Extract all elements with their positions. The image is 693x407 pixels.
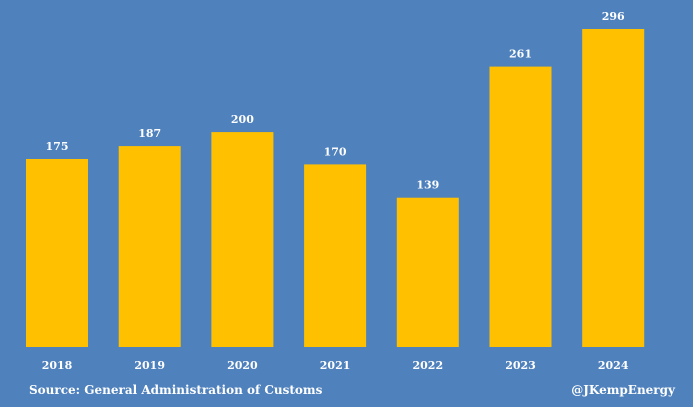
data-label-2022: 139 bbox=[416, 179, 439, 192]
bar-2024 bbox=[582, 29, 645, 347]
x-tick-label-2023: 2023 bbox=[505, 359, 536, 372]
source-note: Source: General Administration of Custom… bbox=[29, 383, 323, 397]
bar-2023 bbox=[489, 66, 552, 347]
bars-group bbox=[26, 29, 645, 347]
data-label-2018: 175 bbox=[46, 140, 69, 153]
x-tick-label-2018: 2018 bbox=[42, 359, 73, 372]
x-tick-label-2020: 2020 bbox=[227, 359, 258, 372]
data-labels-group: 175 187 200 170 139 261 296 bbox=[46, 10, 626, 192]
data-label-2024: 296 bbox=[602, 10, 625, 23]
data-label-2021: 170 bbox=[324, 145, 347, 158]
data-label-2020: 200 bbox=[231, 113, 254, 126]
author-credit: @JKempEnergy bbox=[571, 383, 675, 397]
x-tick-label-2022: 2022 bbox=[412, 359, 443, 372]
bar-2021 bbox=[304, 164, 367, 347]
x-tick-label-2021: 2021 bbox=[320, 359, 351, 372]
bar-2022 bbox=[396, 197, 459, 347]
x-axis-tick-labels: 2018 2019 2020 2021 2022 2023 2024 bbox=[42, 359, 629, 372]
data-label-2023: 261 bbox=[509, 48, 532, 61]
x-tick-label-2019: 2019 bbox=[134, 359, 165, 372]
x-tick-label-2024: 2024 bbox=[598, 359, 629, 372]
bar-2018 bbox=[26, 159, 88, 347]
data-label-2019: 187 bbox=[138, 127, 161, 140]
bar-2019 bbox=[118, 146, 181, 347]
bar-2020 bbox=[211, 132, 274, 347]
